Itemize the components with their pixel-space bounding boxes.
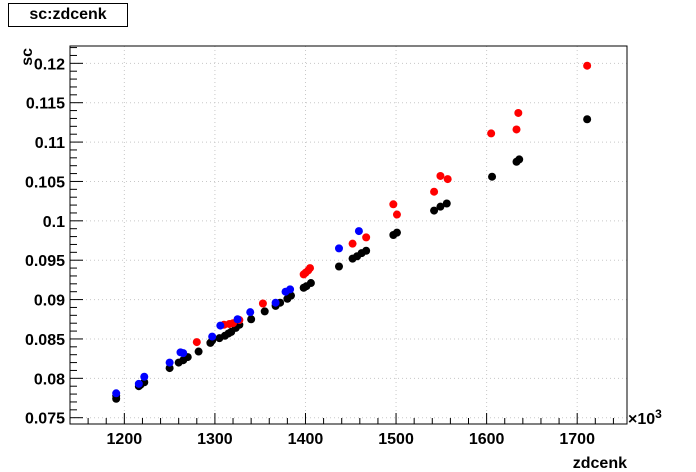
data-point	[436, 171, 445, 180]
data-point	[348, 239, 357, 248]
y-tick-label: 0.095	[25, 253, 65, 270]
data-point	[165, 358, 174, 367]
data-point	[487, 129, 496, 138]
x-tick-label: 1200	[107, 431, 143, 448]
y-tick-label: 0.09	[34, 293, 65, 310]
data-point	[442, 199, 451, 208]
x-axis-label: zdcenk	[573, 455, 627, 472]
data-point	[436, 202, 445, 211]
data-point	[443, 175, 452, 184]
data-point	[515, 155, 524, 164]
data-point	[392, 210, 401, 219]
x-tick-label: 1300	[197, 431, 233, 448]
data-point	[194, 347, 203, 356]
data-point	[488, 172, 497, 181]
data-point	[165, 364, 174, 373]
data-point	[583, 61, 592, 70]
data-point	[514, 108, 523, 117]
data-point	[334, 244, 343, 253]
y-tick-label: 0.105	[25, 174, 65, 191]
grid-lines	[70, 46, 627, 424]
data-point	[192, 338, 201, 347]
chart-title: sc:zdcenk	[8, 3, 128, 27]
data-points	[112, 61, 592, 403]
y-tick-label: 0.115	[26, 96, 65, 113]
y-tick-label: 0.12	[34, 56, 65, 73]
data-point	[216, 321, 225, 330]
data-point	[112, 389, 121, 398]
x-tick-label: 1500	[378, 431, 414, 448]
data-point	[260, 307, 269, 316]
data-point	[258, 299, 267, 308]
series-1	[192, 61, 592, 347]
data-point	[140, 372, 149, 381]
data-point	[246, 308, 255, 317]
data-point	[583, 115, 592, 124]
data-point	[233, 315, 242, 324]
x-tick-label: 1400	[288, 431, 324, 448]
plot-frame	[69, 45, 628, 425]
data-point	[306, 279, 315, 288]
data-point	[392, 228, 401, 237]
data-point	[512, 125, 521, 134]
data-point	[362, 246, 371, 255]
data-point	[134, 379, 143, 388]
y-tick-label: 0.1	[43, 214, 65, 231]
axis-ticks: 1200 1300 1400 1500 1600 1700 0.075 0.08 0.085 0.…	[25, 47, 614, 448]
data-point	[179, 349, 188, 358]
y-tick-label: 0.075	[25, 411, 65, 428]
data-point	[430, 206, 439, 215]
series-0	[112, 115, 592, 403]
data-point	[354, 227, 363, 236]
data-point	[306, 264, 315, 273]
data-point	[271, 298, 280, 307]
data-point	[362, 233, 371, 242]
data-point	[389, 200, 398, 209]
data-point	[247, 315, 256, 324]
data-point	[430, 187, 439, 196]
y-tick-label: 0.085	[25, 332, 65, 349]
x-tick-label: 1600	[469, 431, 505, 448]
x-axis-multiplier: ×103	[628, 407, 662, 428]
y-tick-label: 0.08	[34, 371, 65, 388]
series-2	[112, 227, 363, 398]
data-point	[286, 285, 295, 294]
y-tick-label: 0.11	[35, 135, 65, 152]
data-point	[334, 262, 343, 271]
y-axis-label: sc	[19, 48, 36, 66]
data-point	[208, 332, 217, 341]
x-tick-label: 1700	[559, 431, 595, 448]
